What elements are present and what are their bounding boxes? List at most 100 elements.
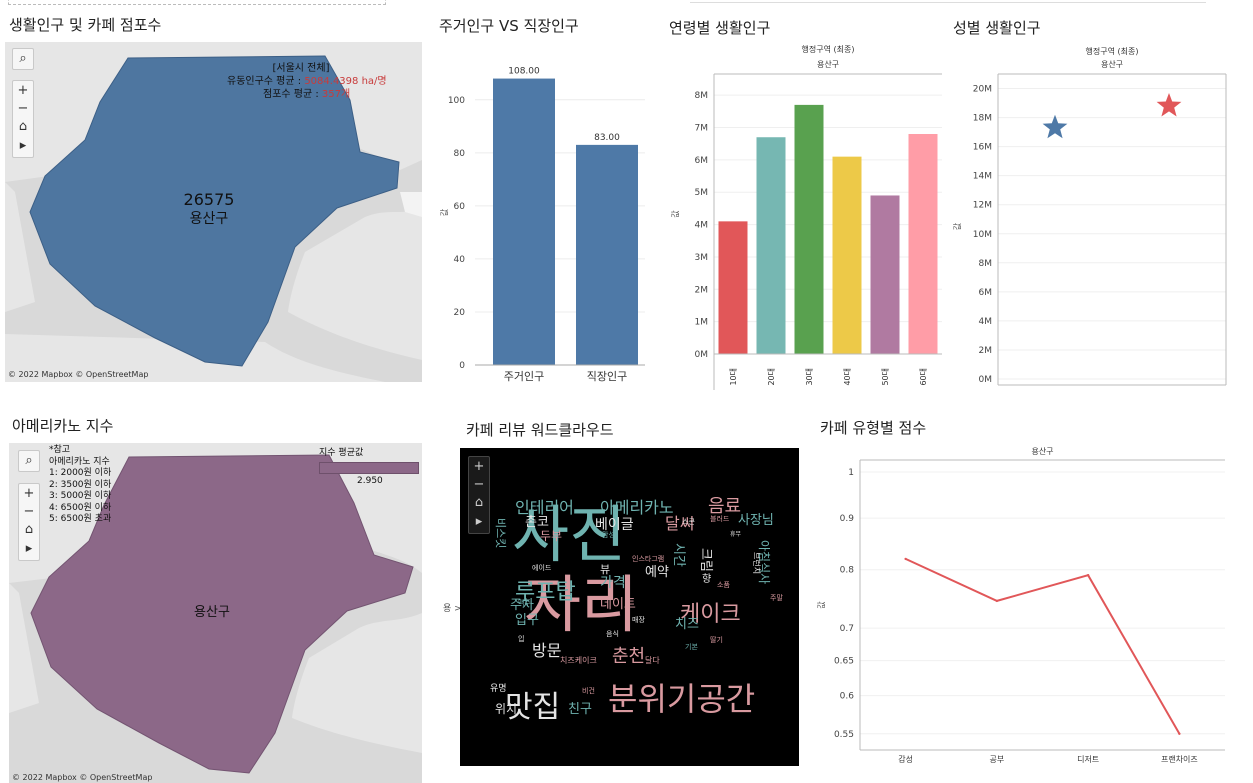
scatter-point-star: [1042, 114, 1068, 139]
y-tick-label: 80: [454, 149, 466, 159]
x-tick-label: 디저트: [1077, 755, 1099, 764]
y-tick-label: 14M: [973, 172, 992, 182]
wordcloud-word: 주말: [770, 594, 783, 602]
y-tick-label: 0.7: [840, 624, 854, 634]
wordcloud-word: 촌코: [525, 515, 549, 530]
y-tick-label: 4M: [979, 317, 993, 327]
map2-note-subtitle: 아메리카노 지수: [49, 456, 110, 467]
data-point: [1086, 574, 1090, 577]
map2-title: 아메리카노 지수: [12, 417, 114, 435]
map2-zoom-controls: + − ⌂ ▸: [18, 483, 40, 561]
wordcloud-word: 치즈케이크: [560, 656, 597, 665]
map2-district-label: 용산구: [194, 605, 230, 620]
map2-legend-swatch: [319, 462, 419, 474]
y-tick-label: 8M: [979, 259, 993, 269]
map1-zoom-controls: + − ⌂ ▸: [12, 80, 34, 158]
zoom-in-icon[interactable]: +: [23, 486, 35, 501]
y-tick-label: 0.8: [840, 566, 855, 576]
zoom-in-icon[interactable]: +: [17, 83, 29, 98]
zoom-in-icon[interactable]: +: [473, 459, 485, 474]
y-tick-label: 20: [454, 308, 466, 318]
map1-view[interactable]: ⌕ + − ⌂ ▸ [서울시 전체] 유동인구수 평균 : 5084.4398 …: [5, 42, 422, 382]
district-shape-yongsan-index[interactable]: [30, 454, 414, 774]
x-tick-label: 공부: [990, 755, 1005, 764]
wordcloud-word: 기본: [685, 643, 698, 651]
chart-header: 행정구역 (최종): [802, 44, 855, 54]
zoom-out-icon[interactable]: −: [17, 101, 29, 116]
wordcloud-word: 소품: [717, 581, 730, 589]
wordcloud-word: 유명: [490, 684, 507, 694]
search-icon[interactable]: ⌕: [19, 51, 27, 66]
play-icon[interactable]: ▸: [25, 541, 33, 556]
play-icon[interactable]: ▸: [19, 138, 27, 153]
map1-attribution[interactable]: © 2022 Mapbox © OpenStreetMap: [8, 370, 149, 379]
wordcloud-word: 입구: [515, 613, 539, 628]
map2-legend-title: 지수 평균값: [319, 448, 364, 458]
x-tick-label: 감성: [898, 754, 913, 764]
wordcloud-word: 딸기: [710, 636, 723, 644]
wordcloud-word: 맛집: [505, 690, 561, 725]
x-tick-label: 주거인구: [504, 370, 544, 383]
home-icon[interactable]: ⌂: [18, 119, 28, 134]
y-tick-label: 40: [454, 255, 466, 265]
map2-note-item: 2: 3500원 이하: [49, 479, 112, 490]
x-tick-label: 60대: [919, 368, 928, 386]
y-axis-label: 값: [816, 601, 826, 609]
y-tick-label: 8M: [695, 91, 709, 101]
wordcloud-word: 치즈: [675, 617, 699, 632]
map1-info-box: [서울시 전체] 유동인구수 평균 : 5084.4398 ha/명 점포수 평…: [227, 62, 387, 101]
zoom-out-icon[interactable]: −: [23, 504, 35, 519]
y-tick-label: 3M: [695, 253, 709, 263]
wordcloud-word: 루프탑: [515, 580, 576, 605]
bar1-title: 주거인구 VS 직장인구: [439, 17, 579, 35]
zoom-out-icon[interactable]: −: [473, 477, 485, 492]
wordcloud-word: 예약: [645, 565, 669, 580]
wordcloud-word: 뷰: [600, 563, 611, 576]
x-tick-label: 10대: [729, 368, 738, 386]
x-tick-label: 직장인구: [587, 370, 627, 383]
wordcloud-word: 감성: [602, 531, 615, 539]
map2-search-control[interactable]: ⌕: [18, 450, 40, 472]
y-tick-label: 0: [459, 361, 465, 371]
map2-note-item: 4: 6500원 이하: [49, 502, 112, 513]
play-icon[interactable]: ▸: [475, 514, 483, 529]
bar2-chart: 행정구역 (최종) 용산구 0M 1M 2M 3M 4M 5M 6M 7M 8M 값 10대 20대 30대…: [670, 44, 942, 390]
home-icon[interactable]: ⌂: [24, 522, 34, 537]
wordcloud-word: 향: [702, 574, 712, 585]
wordcloud-word: 위치: [495, 702, 518, 716]
map1-search-control[interactable]: ⌕: [12, 48, 34, 70]
wordcloud-word: 시간: [671, 543, 686, 567]
wordcloud-word: 음료: [708, 496, 742, 517]
y-tick-label: 10M: [973, 230, 992, 240]
wordcloud-word: 입: [518, 635, 525, 643]
top-dashed-frame: [8, 0, 386, 5]
wordcloud-word: 사장님: [738, 513, 774, 528]
map2-attribution[interactable]: © 2022 Mapbox © OpenStreetMap: [12, 773, 153, 782]
map2-view[interactable]: ⌕ + − ⌂ ▸ *참고 아메리카노 지수 1: 2000원 이하 2: 35…: [9, 443, 422, 783]
data-point: [1178, 732, 1181, 735]
wordcloud-word: 주차: [510, 598, 534, 613]
bar: [718, 221, 748, 354]
map1-river: [400, 192, 422, 217]
data-point: [904, 557, 907, 561]
y-tick-label: 0.65: [834, 657, 854, 667]
district-shape-yongsan[interactable]: [29, 55, 400, 367]
map2-legend-value: 2.950: [357, 476, 383, 486]
search-icon[interactable]: ⌕: [25, 453, 33, 468]
y-tick-label: 5M: [695, 188, 709, 198]
home-icon[interactable]: ⌂: [474, 495, 484, 510]
bar: [493, 78, 555, 365]
bar: [870, 195, 900, 354]
map2-legend: 지수 평균값 2.950: [315, 445, 419, 486]
wordcloud-frame: + − ⌂ ▸ 사진 자리 분위기공간 맛집 루프탑 케이크 인테리어 아메리카노 음료 사장님 달…: [460, 448, 799, 766]
series-line: [905, 557, 1181, 735]
map2-note: *참고 아메리카노 지수 1: 2000원 이하 2: 3500원 이하 3: …: [49, 445, 111, 526]
data-label: 83.00: [594, 133, 620, 143]
wordcloud-word: 인스타그램: [632, 555, 665, 563]
bar: [756, 137, 786, 354]
wordcloud-zoom-controls: + − ⌂ ▸: [468, 456, 490, 534]
map1-info-line2-value: 357개: [321, 89, 351, 100]
map1-svg: [5, 55, 422, 382]
bar: [576, 144, 638, 365]
map2-note-item: 5: 6500원 초과: [49, 514, 112, 524]
